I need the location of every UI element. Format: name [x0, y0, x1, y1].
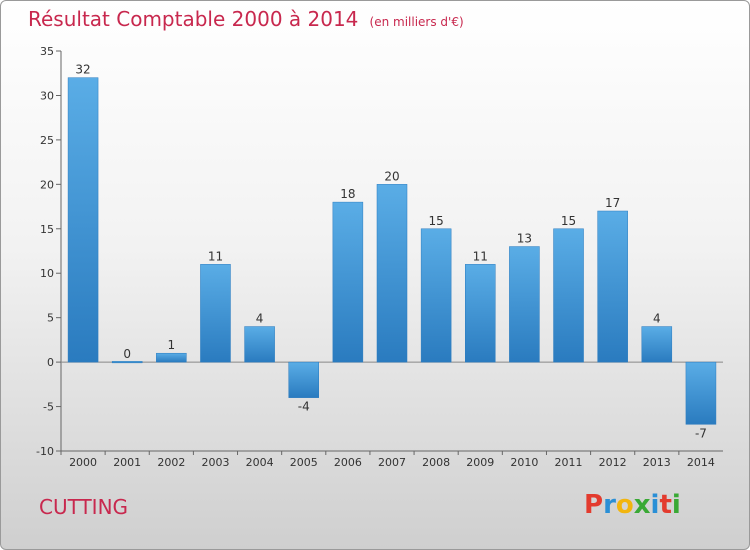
bar — [685, 361, 717, 425]
proxiti-logo[interactable]: Proxiti — [584, 490, 681, 520]
logo-letter: P — [584, 490, 604, 520]
bar — [111, 361, 143, 364]
bar-value-label: 11 — [473, 249, 488, 263]
logo-letter: i — [650, 490, 660, 520]
bar-value-label: -4 — [298, 400, 310, 414]
x-tick-label: 2012 — [599, 456, 627, 469]
x-tick-label: 2002 — [157, 456, 185, 469]
x-tick-label: 2014 — [687, 456, 715, 469]
y-tick-label: 35 — [40, 45, 54, 58]
x-tick-label: 2011 — [555, 456, 583, 469]
x-tick-label: 2006 — [334, 456, 362, 469]
x-tick-label: 2008 — [422, 456, 450, 469]
bar-value-label: 11 — [208, 249, 223, 263]
logo-letter: i — [671, 490, 681, 520]
bar-value-label: 32 — [75, 63, 90, 77]
bar-value-label: 20 — [384, 169, 399, 183]
bar-value-label: 4 — [256, 312, 264, 326]
y-tick-label: 25 — [40, 134, 54, 147]
bar — [67, 77, 99, 363]
x-tick-label: 2003 — [201, 456, 229, 469]
bar-value-label: 0 — [123, 347, 131, 361]
y-tick-label: 20 — [40, 178, 54, 191]
y-tick-label: -10 — [36, 445, 54, 458]
bar — [597, 210, 628, 363]
bar — [332, 201, 364, 363]
bar — [244, 326, 275, 363]
bar-value-label: 15 — [561, 214, 576, 228]
y-tick-label: 30 — [40, 89, 54, 102]
bar — [465, 264, 496, 363]
bar — [156, 352, 187, 363]
bar — [288, 361, 319, 398]
x-tick-label: 2000 — [69, 456, 97, 469]
bar — [553, 228, 584, 363]
chart-unit: (en milliers d'€) — [369, 15, 464, 29]
bar-value-label: 18 — [340, 187, 355, 201]
y-tick-label: 5 — [47, 312, 54, 325]
x-tick-label: 2004 — [246, 456, 274, 469]
chart-title: Résultat Comptable 2000 à 2014 — [28, 7, 359, 31]
x-tick-label: 2005 — [290, 456, 318, 469]
y-tick-label: 10 — [40, 267, 54, 280]
bar-value-label: 15 — [428, 214, 443, 228]
bar-value-label: 17 — [605, 196, 620, 210]
chart-title-block: Résultat Comptable 2000 à 2014 (en milli… — [28, 7, 464, 31]
bar — [376, 184, 408, 363]
logo-letter: o — [615, 490, 634, 520]
logo-letter: t — [659, 490, 672, 520]
x-tick-label: 2001 — [113, 456, 141, 469]
y-tick-label: 0 — [47, 356, 54, 369]
commune-name: CUTTING — [39, 495, 129, 519]
y-tick-label: 15 — [40, 223, 54, 236]
x-tick-label: 2009 — [466, 456, 494, 469]
x-tick-label: 2007 — [378, 456, 406, 469]
x-tick-label: 2010 — [510, 456, 538, 469]
bar-value-label: 4 — [653, 312, 661, 326]
bar — [641, 326, 673, 363]
bar — [200, 264, 231, 363]
bar-value-label: -7 — [695, 426, 707, 440]
bar-value-label: 1 — [168, 338, 176, 352]
logo-letter: r — [603, 490, 616, 520]
bar — [509, 246, 540, 363]
logo-letter: x — [633, 490, 651, 520]
x-tick-label: 2013 — [643, 456, 671, 469]
bar — [420, 228, 452, 363]
y-tick-label: -5 — [43, 401, 54, 414]
bar-value-label: 13 — [517, 232, 532, 246]
